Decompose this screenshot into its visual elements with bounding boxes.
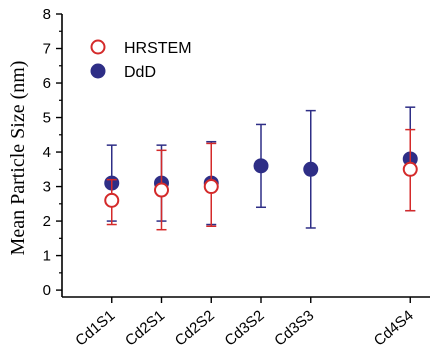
y-tick-label: 6 <box>43 75 51 92</box>
legend-marker <box>90 39 106 55</box>
y-axis-label: Mean Particle Size (nm) <box>7 61 29 256</box>
y-tick-label: 1 <box>43 248 51 265</box>
x-tick-label: Cd3S2 <box>222 307 268 350</box>
data-point <box>303 161 319 177</box>
x-tick-label: Cd2S1 <box>122 307 168 350</box>
data-point <box>154 182 169 198</box>
series-ddd <box>104 106 418 229</box>
y-tick-label: 8 <box>43 6 51 23</box>
data-point <box>402 161 418 177</box>
x-tick-label: Cd2S2 <box>172 307 218 350</box>
y-tick-label: 2 <box>43 213 51 230</box>
y-tick-label: 0 <box>43 282 51 299</box>
series <box>104 106 418 231</box>
data-point <box>253 158 269 174</box>
axes <box>61 14 430 298</box>
legend: HRSTEM DdD <box>90 39 192 81</box>
x-tick-label: Cd3S3 <box>271 307 317 350</box>
series-hrstem <box>104 128 418 231</box>
data-point <box>203 179 219 195</box>
legend-marker <box>90 63 106 79</box>
y-tick-label: 7 <box>43 41 51 58</box>
y-tick-label: 5 <box>43 110 51 127</box>
y-tick-label: 3 <box>43 179 51 196</box>
y-ticks: 0 1 2 3 4 5 6 7 8 <box>43 6 62 299</box>
legend-label: DdD <box>124 64 156 81</box>
x-ticks: Cd1S1 Cd2S1 Cd2S2 Cd3S2 Cd3S3 Cd4S4 <box>72 297 417 350</box>
y-tick-label: 4 <box>43 144 51 161</box>
x-tick-label: Cd1S1 <box>72 307 118 350</box>
x-tick-label: Cd4S4 <box>371 307 417 350</box>
legend-label: HRSTEM <box>124 40 192 57</box>
data-point <box>104 192 120 208</box>
